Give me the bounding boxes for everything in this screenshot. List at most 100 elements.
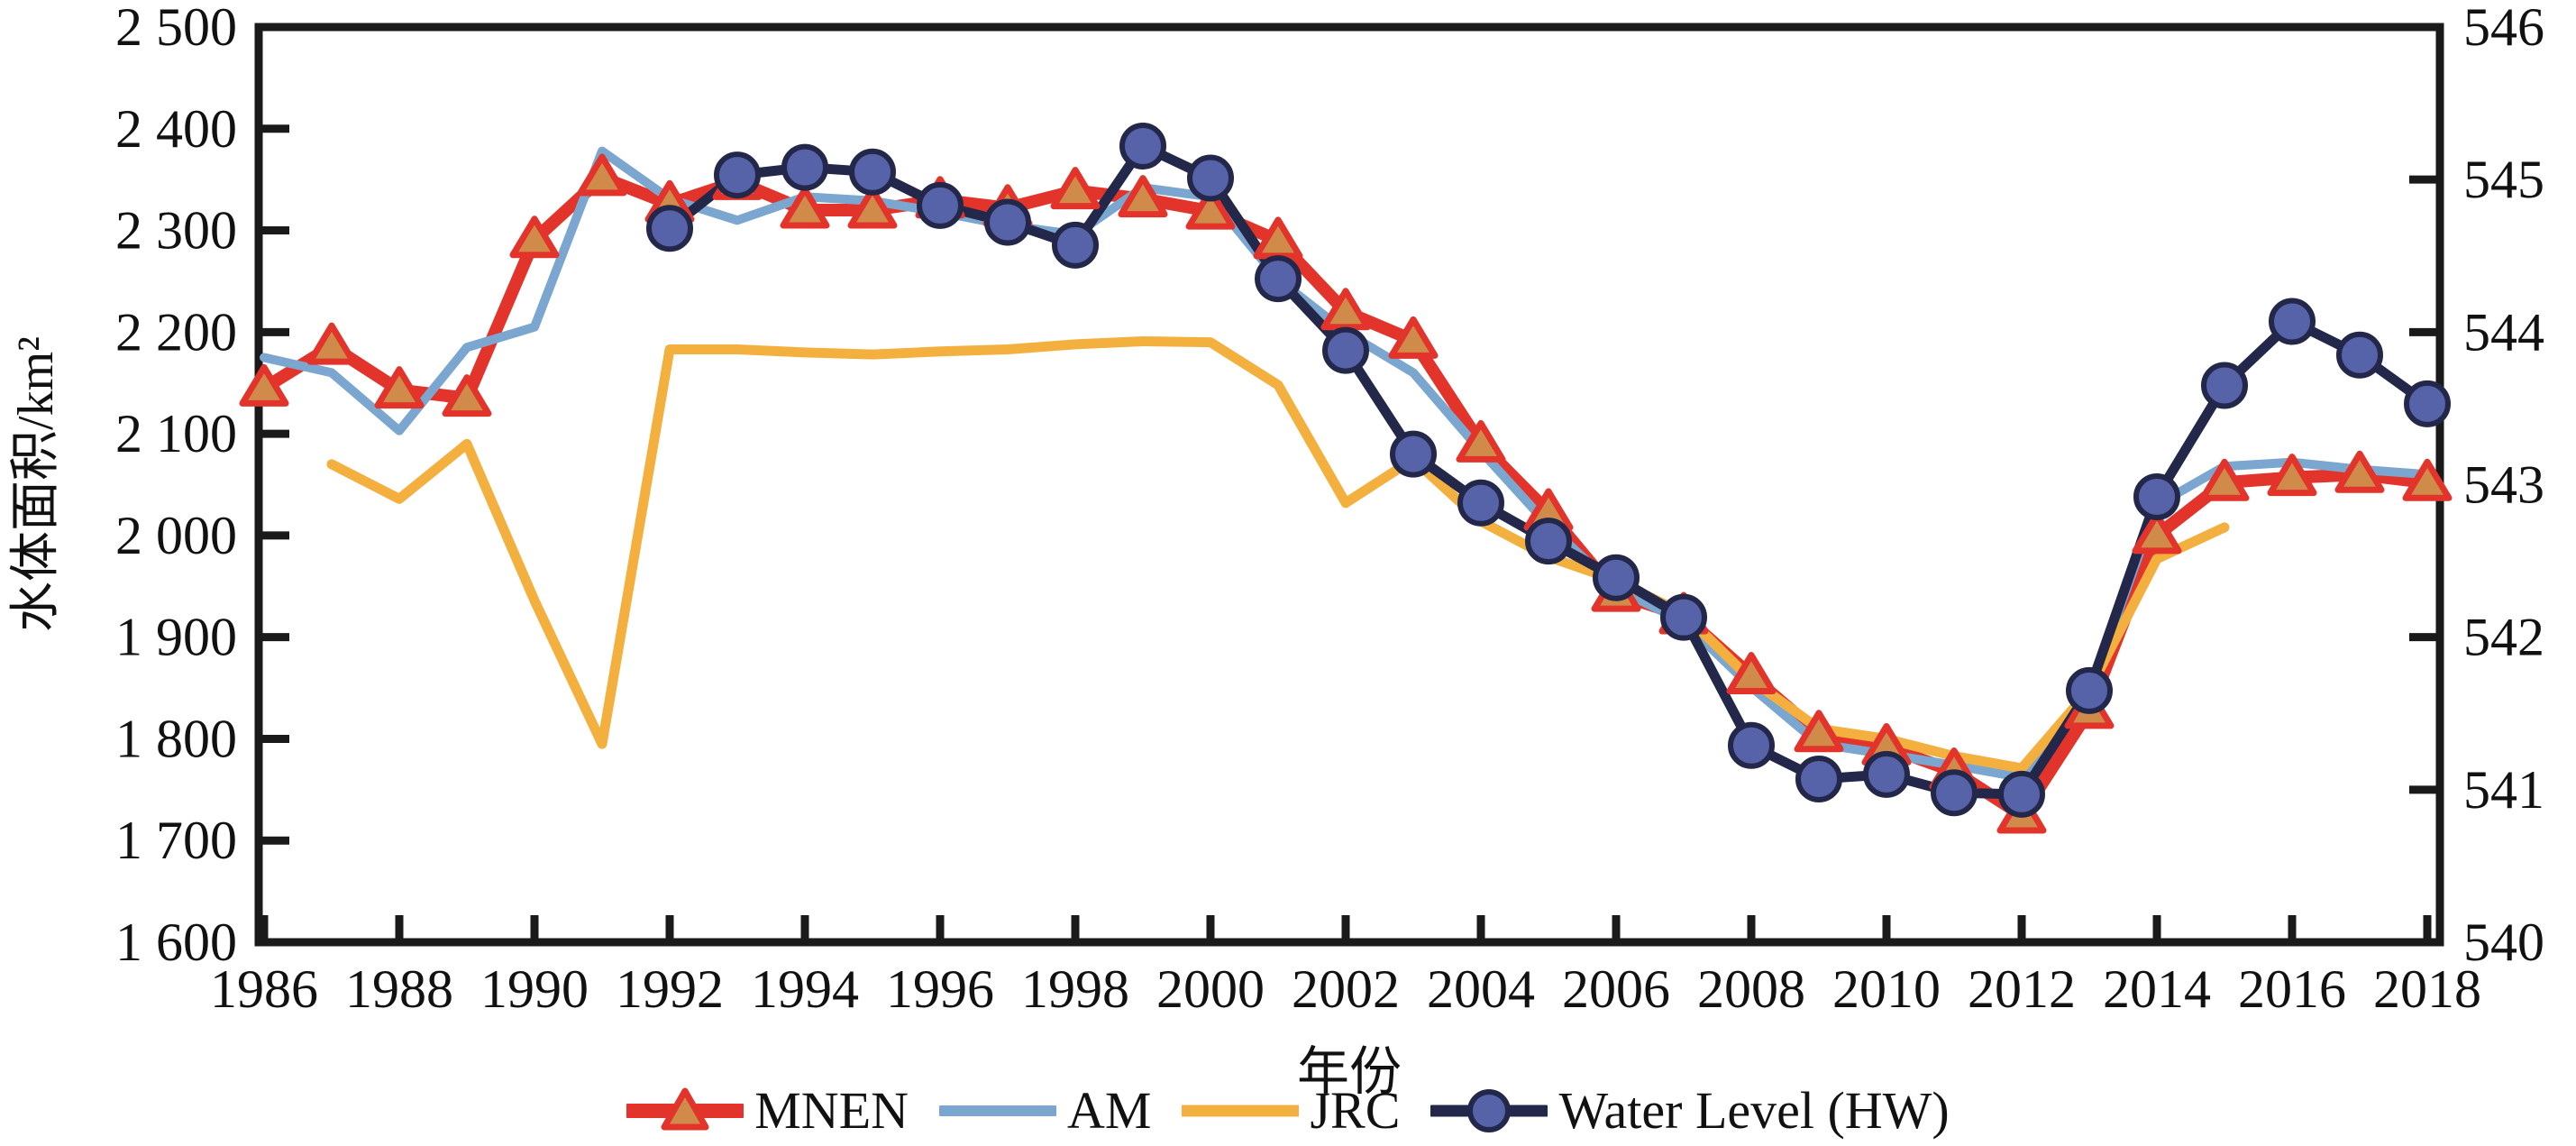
jrc-legend-marker-icon [1182, 1082, 1300, 1140]
water-level-circle-marker [1863, 750, 1910, 798]
water-level-circle-marker [849, 148, 896, 196]
y-axis-title: 水体面积/km² [8, 336, 64, 632]
water-level-circle-marker [2336, 331, 2383, 379]
y-left-tick-label: 2 100 [115, 404, 237, 463]
x-tick-label: 1994 [751, 959, 859, 1019]
mnen-triangle-marker [577, 153, 627, 197]
y-left-tick-label: 2 500 [115, 0, 237, 57]
legend: MNEN AM JRC Water Level (HW) [0, 1079, 2576, 1142]
x-axis-title: 年份 [1297, 1042, 1402, 1101]
x-tick-label: 2010 [1832, 959, 1941, 1019]
mnen-legend-marker-icon [626, 1082, 744, 1140]
y-right-tick-label: 543 [2463, 455, 2544, 515]
mnen-triangle-marker [306, 322, 357, 365]
mnen-triangle-marker [1388, 316, 1439, 359]
water-level-circle-marker [1255, 255, 1302, 303]
y-left-tick-label: 2 200 [115, 302, 237, 362]
water-level-circle-marker [781, 143, 828, 191]
mnen-triangle-marker [2267, 454, 2317, 497]
mnen-triangle-marker [1794, 710, 1844, 753]
water-level-circle-marker [2269, 298, 2316, 345]
x-tick-label: 1998 [1021, 959, 1129, 1019]
mnen-triangle-marker [2334, 450, 2385, 493]
legend-label-jrc: JRC [1310, 1081, 1401, 1140]
x-tick-label: 1988 [345, 959, 453, 1019]
y-left-tick-label: 1 900 [115, 608, 237, 667]
mnen-triangle-marker [442, 374, 492, 417]
y-left-tick-label: 2 300 [115, 201, 237, 261]
mnen-triangle-marker [1185, 187, 1236, 230]
mnen-triangle-marker [1456, 419, 1506, 463]
mnen-triangle-marker [509, 215, 560, 259]
legend-item-am: AM [939, 1082, 1151, 1140]
y-left-tick-label: 2 400 [115, 99, 237, 159]
water-level-circle-marker [1187, 154, 1234, 202]
legend-item-mnen: MNEN [626, 1082, 909, 1140]
axis-frame [254, 23, 2444, 947]
mnen-triangle-marker [2199, 458, 2250, 501]
x-tick-label: 1996 [886, 959, 994, 1019]
x-tick-label: 2006 [1562, 959, 1670, 1019]
water-level-circle-marker [2201, 362, 2248, 409]
x-tick-label: 1986 [210, 959, 318, 1019]
y-left-tick-label: 1 600 [115, 912, 237, 972]
water-level-circle-marker [1728, 721, 1775, 769]
water-level-legend-marker-icon [1430, 1082, 1548, 1140]
water-level-circle-marker [1525, 518, 1572, 565]
y-right-tick-label: 544 [2463, 302, 2544, 362]
water-level-circle-marker [1322, 326, 1369, 374]
water-level-circle-marker [2133, 473, 2180, 521]
y-right-tick-label: 541 [2463, 760, 2544, 820]
mnen-triangle-marker [2132, 511, 2182, 555]
water-level-circle-marker [2404, 380, 2451, 427]
legend-label-water-level: Water Level (HW) [1558, 1081, 1950, 1140]
x-tick-label: 2012 [1968, 959, 2076, 1019]
water-level-circle-marker [1052, 221, 1099, 269]
y-right-tick-label: 545 [2463, 150, 2544, 209]
x-tick-label: 1992 [616, 959, 724, 1019]
water-level-circle-marker [1593, 554, 1640, 601]
water-level-circle-marker [1795, 755, 1842, 802]
plot-layer: 2 500 2 400 2 300 2 200 2 100 2 000 1 900 1 800… [115, 0, 2544, 1019]
x-tick-label: 2000 [1156, 959, 1265, 1019]
mnen-triangle-marker [847, 186, 898, 229]
x-tick-label: 2002 [1292, 959, 1400, 1019]
series-line-jrc [326, 336, 2230, 774]
y-right-tick-label: 540 [2463, 912, 2544, 972]
water-level-circle-marker [917, 181, 964, 229]
water-level-circle-marker [2066, 666, 2113, 714]
y-right-tick-label: 546 [2463, 0, 2544, 57]
mnen-triangle-marker [780, 186, 830, 229]
water-level-circle-marker [1931, 769, 1978, 817]
water-level-circle-marker [984, 198, 1031, 246]
x-tick-label: 2018 [2373, 959, 2481, 1019]
mnen-triangle-marker [1726, 652, 1777, 695]
series-line-water-level-hw- [664, 141, 2433, 800]
am-legend-marker-icon [939, 1082, 1057, 1140]
y-left-tick-label: 1 700 [115, 811, 237, 870]
legend-item-water-level: Water Level (HW) [1430, 1081, 1950, 1140]
water-level-circle-marker [1998, 770, 2045, 818]
water-level-circle-marker [1390, 430, 1437, 478]
water-level-circle-marker [1457, 479, 1504, 527]
x-tick-label: 2008 [1697, 959, 1805, 1019]
mnen-triangle-marker [239, 363, 289, 407]
x-tick-label: 2004 [1427, 959, 1535, 1019]
mnen-triangle-marker [374, 366, 425, 409]
y-left-tick-label: 1 800 [115, 709, 237, 768]
mnen-triangle-marker [2402, 458, 2453, 501]
y-right-tick-label: 542 [2463, 608, 2544, 667]
x-tick-label: 2014 [2103, 959, 2211, 1019]
mnen-triangle-marker [1118, 175, 1168, 218]
legend-label-am: AM [1067, 1081, 1152, 1140]
legend-label-mnen: MNEN [754, 1081, 909, 1140]
water-level-circle-marker [714, 151, 761, 199]
mnen-triangle-marker [1050, 167, 1101, 210]
x-tick-label: 1990 [480, 959, 589, 1019]
legend-item-jrc: JRC [1182, 1082, 1400, 1140]
y-left-tick-label: 2 000 [115, 506, 237, 565]
x-tick-label: 2016 [2238, 959, 2346, 1019]
water-level-circle-marker [646, 205, 693, 252]
